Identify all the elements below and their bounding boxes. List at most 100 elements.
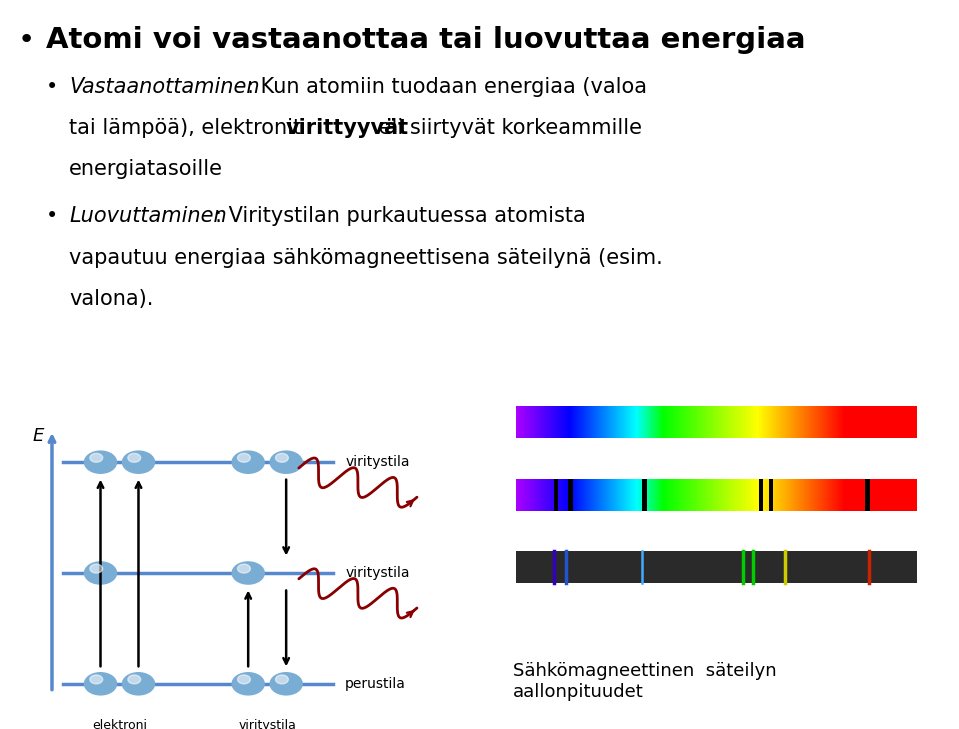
Bar [729,406,730,438]
Bar [839,479,840,511]
Bar [527,479,528,511]
Bar [908,479,909,511]
Bar [885,479,886,511]
Bar [696,479,697,511]
Bar [881,479,882,511]
Bar [684,406,685,438]
Bar [630,406,631,438]
Bar [583,406,584,438]
Text: : Viritystilan purkautuessa atomista: : Viritystilan purkautuessa atomista [215,206,586,225]
Bar [830,479,831,511]
Bar [544,479,545,511]
Bar [782,479,783,511]
Bar [788,406,789,438]
Bar [838,479,839,511]
Bar [685,406,686,438]
Bar [798,406,799,438]
Bar [521,479,522,511]
Bar [845,406,846,438]
Bar [861,479,862,511]
Bar [644,406,645,438]
Bar [661,479,663,511]
Bar [688,406,689,438]
Bar [573,406,575,438]
Bar [896,479,897,511]
Bar [774,406,775,438]
Bar [897,406,898,438]
Bar [864,406,865,438]
Bar [883,479,884,511]
Bar [670,479,671,511]
Bar [535,406,536,438]
Bar [908,406,909,438]
Bar [582,406,583,438]
Bar [849,406,850,438]
Bar [894,479,895,511]
Bar [783,406,784,438]
Bar [898,479,900,511]
Bar [667,406,668,438]
Bar [547,479,548,511]
Bar [810,406,811,438]
Bar [871,479,872,511]
Bar [710,479,711,511]
Bar [724,479,725,511]
Bar [587,406,588,438]
Bar [564,406,565,438]
Bar [651,479,652,511]
Bar [599,406,600,438]
Bar [807,406,808,438]
Text: •: • [17,26,35,53]
Bar [858,479,859,511]
Bar [786,406,787,438]
Circle shape [123,451,154,473]
Bar [870,479,871,511]
Bar [626,406,627,438]
Bar [574,479,576,511]
Bar [867,406,868,438]
Bar [802,406,803,438]
Bar [636,479,637,511]
Bar [863,406,864,438]
Bar [720,406,721,438]
Bar [548,406,549,438]
Bar [798,479,799,511]
Bar [806,406,807,438]
Bar [811,479,813,511]
Bar [651,406,652,438]
Bar [544,406,545,438]
Bar [736,479,737,511]
Bar [874,406,875,438]
Bar [626,479,627,511]
Bar [887,479,888,511]
Bar [597,479,598,511]
Bar [814,479,815,511]
Bar [804,479,805,511]
Bar [723,479,724,511]
Bar [548,479,549,511]
Bar [800,479,801,511]
Bar [767,479,768,511]
Bar [907,406,908,438]
Bar [759,406,760,438]
Bar [718,406,719,438]
Bar [832,479,834,511]
Bar [721,479,722,511]
Bar [897,479,898,511]
Bar [633,406,634,438]
Bar [600,406,601,438]
Bar [773,406,774,438]
Bar [746,479,748,511]
Bar [601,406,602,438]
Bar [522,406,523,438]
Bar [585,406,586,438]
Bar [780,479,781,511]
Bar [889,479,890,511]
Bar [608,406,609,438]
Bar [629,479,630,511]
Bar [745,406,746,438]
Bar [592,406,593,438]
Bar [656,406,657,438]
Text: absorptiospektri: absorptiospektri [669,467,755,476]
Bar [901,479,902,511]
